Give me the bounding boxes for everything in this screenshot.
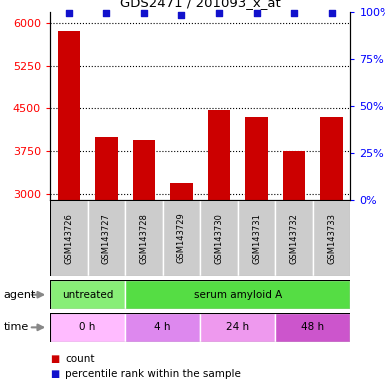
Bar [50, 280, 125, 309]
Point [253, 10, 259, 17]
Text: GSM143731: GSM143731 [252, 213, 261, 263]
Point [291, 10, 297, 17]
Text: percentile rank within the sample: percentile rank within the sample [65, 369, 241, 379]
Text: 0 h: 0 h [79, 322, 96, 333]
Text: ■: ■ [50, 354, 59, 364]
Bar [95, 137, 118, 365]
Text: serum amyloid A: serum amyloid A [194, 290, 282, 300]
Text: ■: ■ [50, 369, 59, 379]
Bar [125, 200, 162, 276]
Bar [200, 313, 275, 342]
Text: GSM143732: GSM143732 [290, 213, 298, 263]
Text: GSM143729: GSM143729 [177, 213, 186, 263]
Text: 4 h: 4 h [154, 322, 171, 333]
Point [328, 10, 335, 17]
Bar [50, 313, 125, 342]
Bar [125, 313, 200, 342]
Text: count: count [65, 354, 95, 364]
Bar [50, 200, 88, 276]
Bar [238, 200, 275, 276]
Bar [163, 200, 200, 276]
Point [216, 10, 222, 17]
Bar [125, 280, 350, 309]
Bar [313, 200, 350, 276]
Bar [58, 31, 80, 365]
Point [141, 10, 147, 17]
Text: GSM143727: GSM143727 [102, 213, 111, 263]
Text: 24 h: 24 h [226, 322, 249, 333]
Title: GDS2471 / 201093_x_at: GDS2471 / 201093_x_at [120, 0, 281, 9]
Bar [200, 200, 238, 276]
Text: GSM143730: GSM143730 [214, 213, 223, 263]
Bar [320, 117, 343, 365]
Text: GSM143726: GSM143726 [64, 213, 73, 263]
Text: 48 h: 48 h [301, 322, 325, 333]
Text: untreated: untreated [62, 290, 113, 300]
Text: agent: agent [4, 290, 36, 300]
Bar [275, 313, 350, 342]
Text: GSM143728: GSM143728 [139, 213, 148, 263]
Bar [132, 140, 155, 365]
Text: time: time [4, 322, 29, 333]
Bar [283, 151, 305, 365]
Bar [245, 117, 268, 365]
Bar [275, 200, 313, 276]
Text: GSM143733: GSM143733 [327, 213, 336, 263]
Bar [170, 182, 193, 365]
Bar [88, 200, 125, 276]
Point [66, 10, 72, 17]
Point [103, 10, 109, 17]
Point [178, 12, 184, 18]
Bar [208, 109, 230, 365]
